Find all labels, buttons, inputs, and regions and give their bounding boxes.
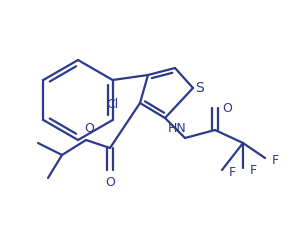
Text: Cl: Cl	[106, 98, 119, 111]
Text: O: O	[105, 175, 115, 189]
Text: O: O	[84, 122, 94, 135]
Text: S: S	[196, 81, 204, 95]
Text: F: F	[271, 154, 278, 167]
Text: HN: HN	[168, 122, 186, 134]
Text: F: F	[249, 164, 257, 177]
Text: F: F	[228, 166, 235, 180]
Text: O: O	[222, 102, 232, 115]
